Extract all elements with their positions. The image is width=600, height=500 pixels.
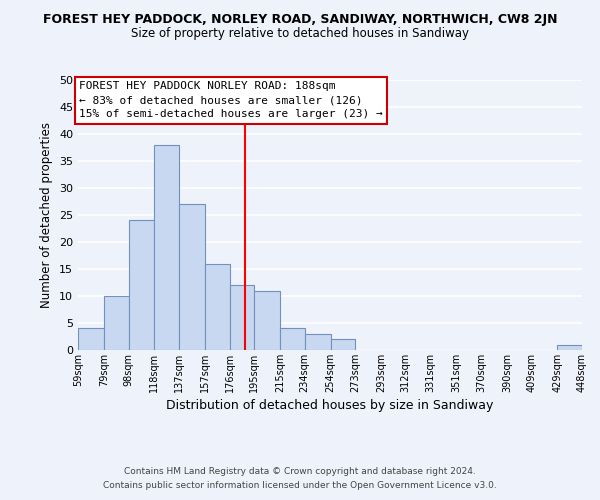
X-axis label: Distribution of detached houses by size in Sandiway: Distribution of detached houses by size … — [166, 399, 494, 412]
Text: Contains HM Land Registry data © Crown copyright and database right 2024.: Contains HM Land Registry data © Crown c… — [124, 467, 476, 476]
Bar — [305, 334, 331, 350]
Bar — [280, 328, 305, 350]
Bar — [254, 290, 280, 350]
Bar — [179, 204, 205, 350]
Text: FOREST HEY PADDOCK, NORLEY ROAD, SANDIWAY, NORTHWICH, CW8 2JN: FOREST HEY PADDOCK, NORLEY ROAD, SANDIWA… — [43, 12, 557, 26]
Text: FOREST HEY PADDOCK NORLEY ROAD: 188sqm
← 83% of detached houses are smaller (126: FOREST HEY PADDOCK NORLEY ROAD: 188sqm ←… — [79, 81, 383, 119]
Text: Size of property relative to detached houses in Sandiway: Size of property relative to detached ho… — [131, 28, 469, 40]
Y-axis label: Number of detached properties: Number of detached properties — [40, 122, 53, 308]
Bar — [331, 339, 355, 350]
Bar — [154, 145, 179, 350]
Text: Contains public sector information licensed under the Open Government Licence v3: Contains public sector information licen… — [103, 481, 497, 490]
Bar — [230, 285, 254, 350]
Bar — [557, 344, 582, 350]
Bar — [128, 220, 154, 350]
Bar — [78, 328, 104, 350]
Bar — [205, 264, 230, 350]
Bar — [104, 296, 128, 350]
